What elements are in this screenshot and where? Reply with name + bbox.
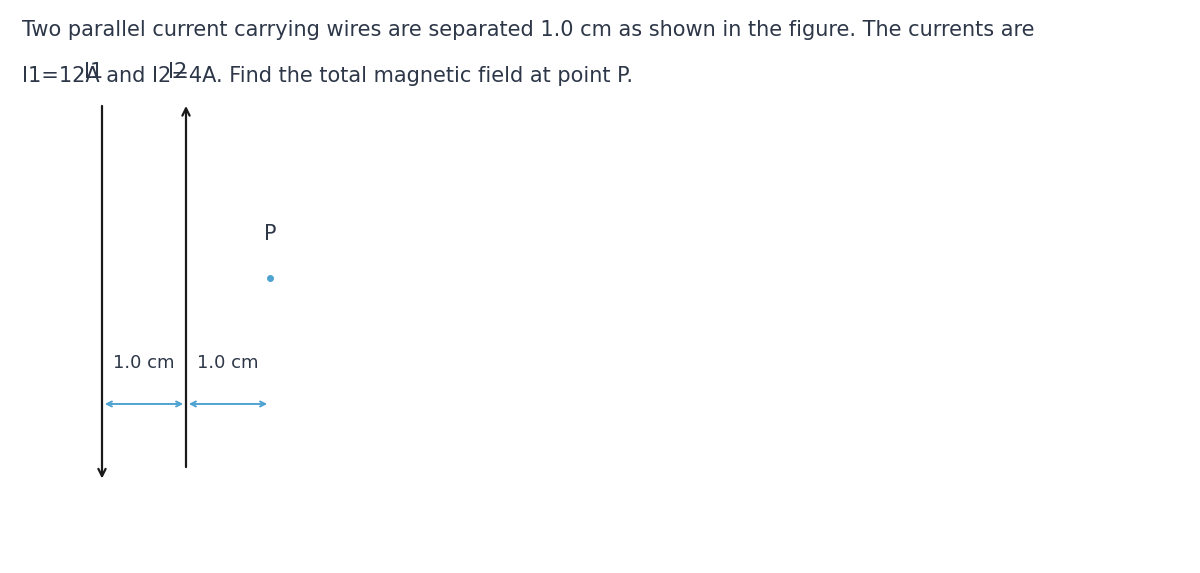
Text: I1=12A and I2=4A. Find the total magnetic field at point P.: I1=12A and I2=4A. Find the total magneti…	[22, 66, 632, 86]
Text: I1: I1	[84, 62, 103, 81]
Text: I2: I2	[168, 62, 187, 81]
Text: 1.0 cm: 1.0 cm	[113, 355, 175, 372]
Text: Two parallel current carrying wires are separated 1.0 cm as shown in the figure.: Two parallel current carrying wires are …	[22, 20, 1034, 40]
Text: P: P	[264, 223, 276, 244]
Text: 1.0 cm: 1.0 cm	[197, 355, 259, 372]
